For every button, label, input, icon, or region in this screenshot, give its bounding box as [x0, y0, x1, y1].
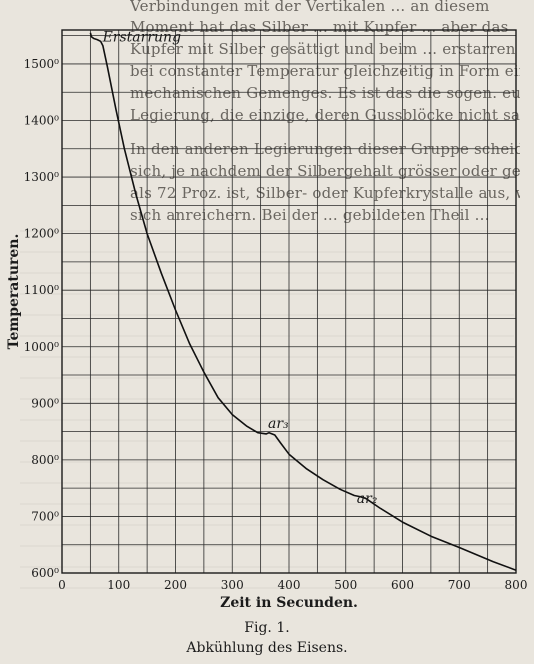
x-tick-label: 400 [278, 578, 301, 592]
curve-annotations: Erstarrung ar₃ ar₂ [102, 29, 378, 507]
y-tick-labels: 600⁰ 700⁰ 800⁰ 900⁰ 1000⁰ 1100⁰ 1200⁰ 1300⁰ 1400… [24, 57, 60, 580]
y-tick-label: 1100⁰ [24, 283, 60, 297]
x-tick-label: 200 [164, 578, 187, 592]
x-tick-label: 0 [58, 578, 66, 592]
x-tick-label: 800 [505, 578, 528, 592]
x-tick-labels: 0 100 200 300 400 500 600 700 800 [58, 578, 527, 592]
x-axis-label: Zeit in Secunden. [220, 595, 358, 611]
plot-frame [61, 29, 517, 574]
y-tick-label: 1000⁰ [24, 340, 60, 354]
figure-caption: Abkühlung des Eisens. [186, 640, 348, 656]
x-tick-label: 500 [334, 578, 357, 592]
curve-annotation: ar₃ [268, 416, 289, 432]
y-tick-label: 1400⁰ [24, 114, 60, 128]
curve-annotation: Erstarrung [102, 29, 181, 45]
curve-annotation: ar₂ [357, 491, 378, 507]
cooling-curve-line [89, 32, 517, 571]
y-tick-label: 800⁰ [31, 453, 59, 467]
x-tick-label: 700 [448, 578, 471, 592]
y-tick-label: 1500⁰ [24, 57, 60, 71]
x-tick-label: 600 [391, 578, 414, 592]
figure-number: Fig. 1. [244, 620, 290, 636]
y-tick-label: 900⁰ [31, 396, 59, 410]
y-tick-label: 1300⁰ [24, 170, 60, 184]
y-tick-label: 600⁰ [31, 566, 59, 580]
x-tick-label: 300 [221, 578, 244, 592]
y-axis-label: Temperaturen. [6, 234, 22, 350]
x-tick-label: 100 [107, 578, 130, 592]
y-tick-label: 700⁰ [31, 509, 59, 523]
chart-grid [61, 30, 517, 574]
y-tick-label: 1200⁰ [24, 227, 60, 241]
